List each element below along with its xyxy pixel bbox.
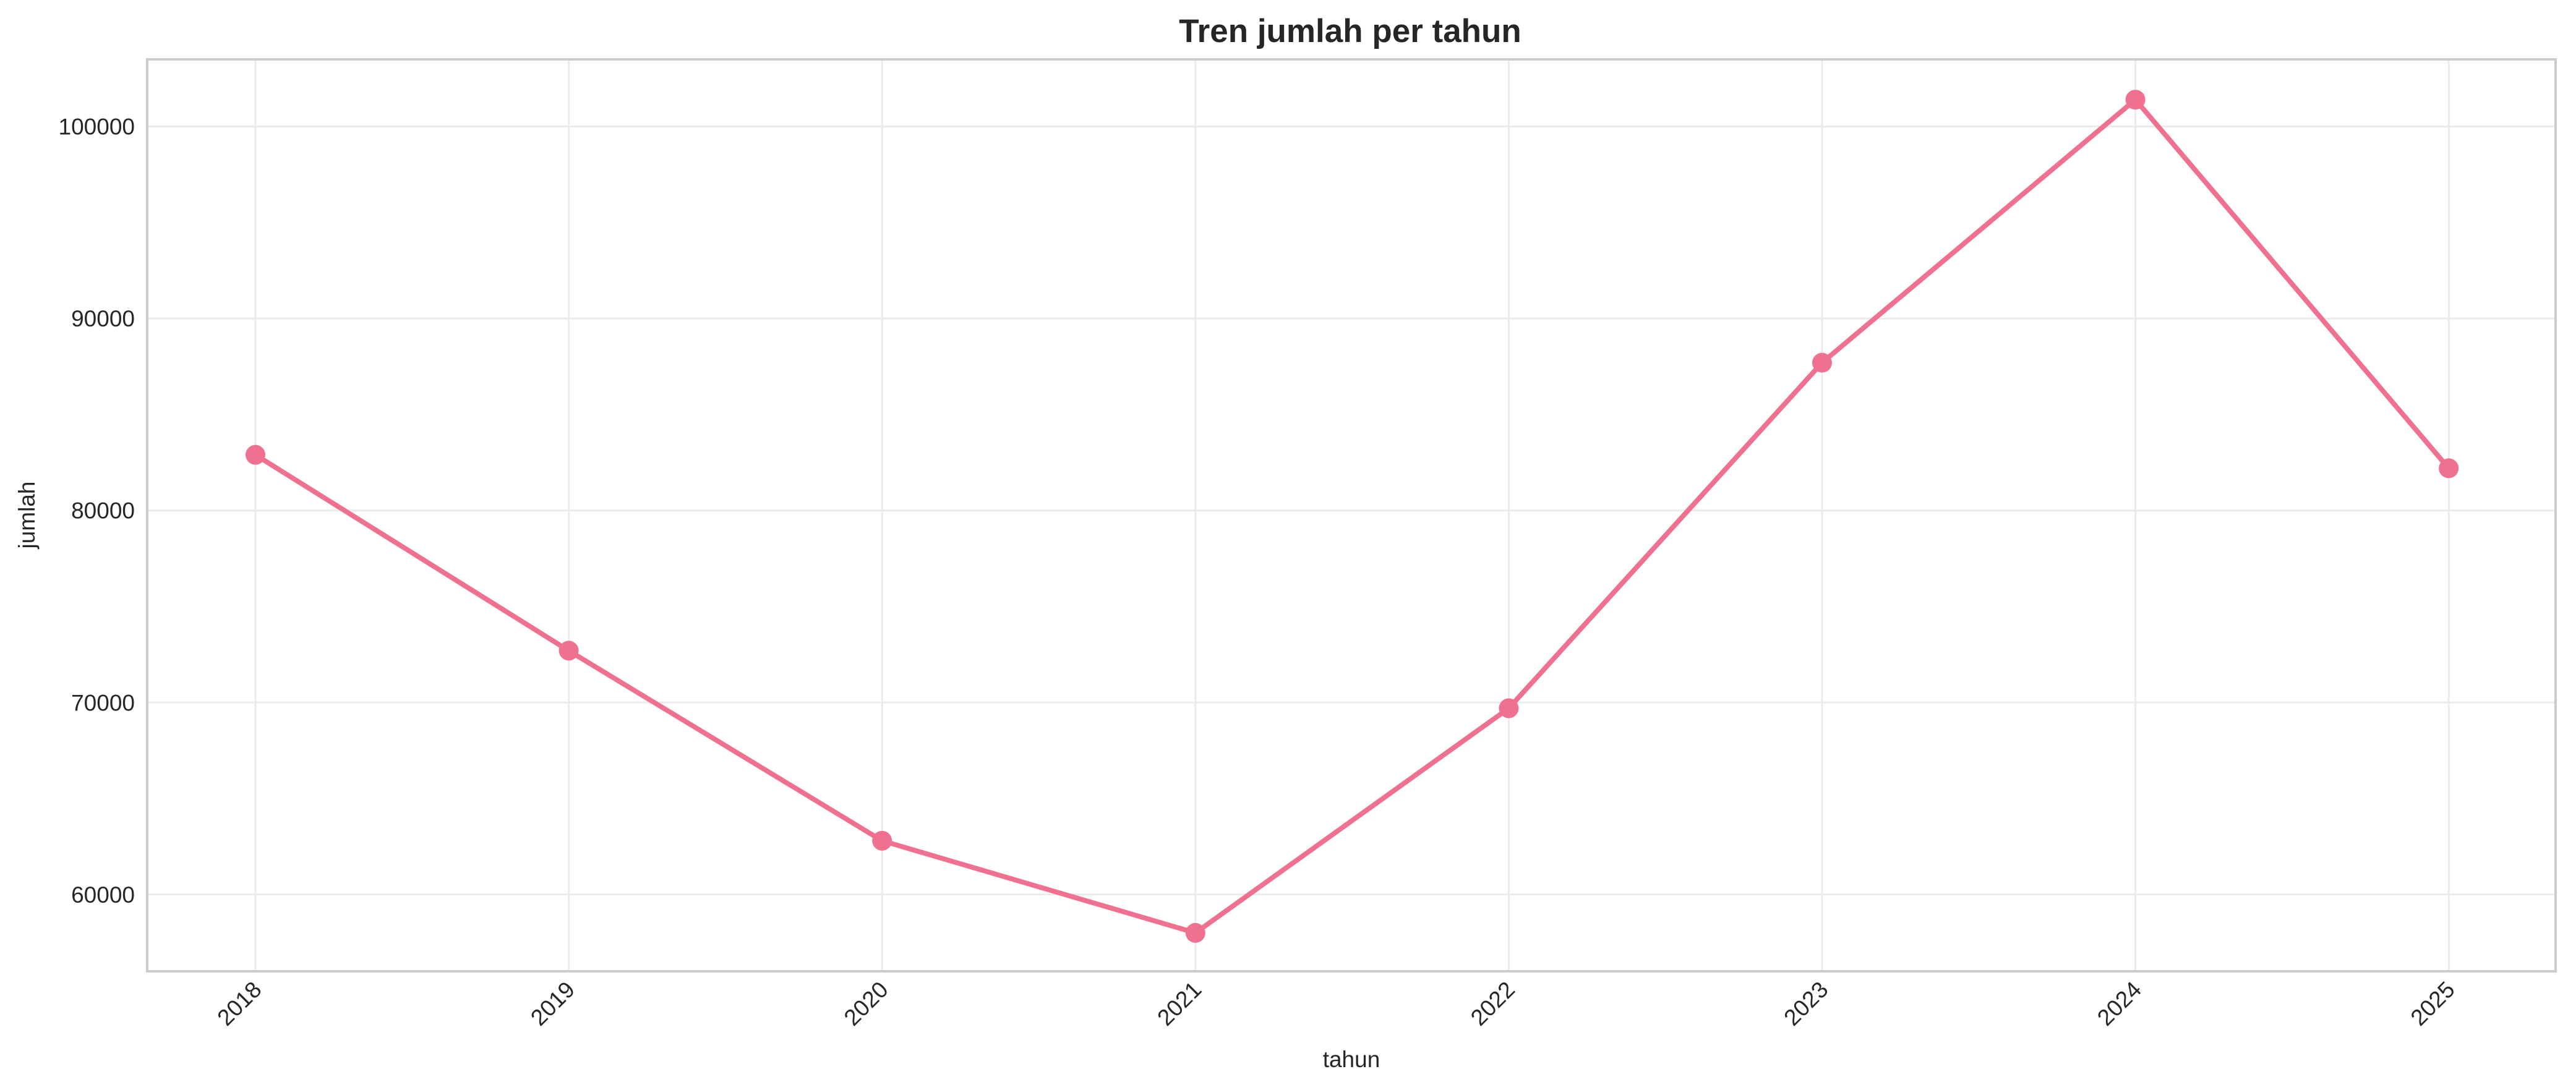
data-point [558,641,579,661]
x-tick-label: 2022 [1466,977,1520,1031]
x-tick-label: 2021 [1152,977,1206,1031]
x-tick-label: 2024 [2092,977,2146,1031]
data-point [2439,458,2459,479]
data-point [1812,352,1832,373]
data-point [1499,698,1519,718]
y-axis-label: jumlah [14,482,40,550]
y-tick-label: 60000 [71,882,135,908]
y-tick-label: 90000 [71,306,135,331]
x-tick-label: 2019 [526,977,580,1031]
x-tick-label: 2020 [839,977,893,1031]
series-layer [246,90,2459,943]
plot-frame [146,58,2557,973]
x-tick-label: 2023 [1779,977,1833,1031]
y-axis-ticks: 60000 70000 80000 90000 100000 [59,114,135,908]
y-tick-label: 70000 [71,690,135,715]
data-point [1185,922,1205,943]
data-point [2125,90,2146,110]
data-point [246,445,265,465]
y-tick-label: 80000 [71,498,135,524]
grid-lines [147,59,2556,971]
data-point [872,830,892,851]
x-tick-label: 2025 [2406,977,2460,1031]
x-axis-label: tahun [1323,1047,1380,1072]
x-tick-label: 2018 [212,977,266,1031]
y-tick-label: 100000 [59,114,135,140]
x-axis-ticks: 2018 2019 2020 2021 2022 2023 2024 2025 [212,977,2459,1031]
chart-title: Tren jumlah per tahun [1179,13,1521,49]
series-line [253,97,2452,935]
